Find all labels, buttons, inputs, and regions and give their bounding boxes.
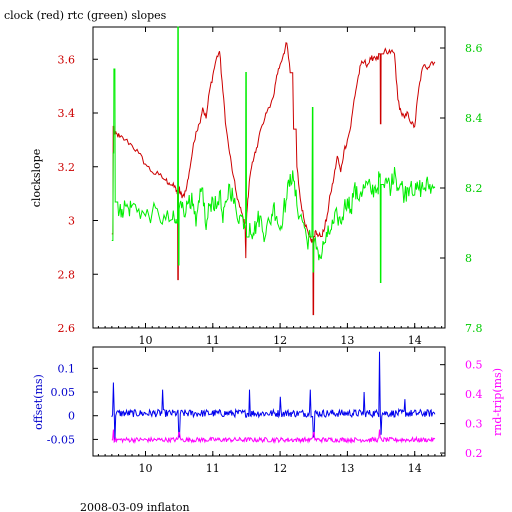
bottom-y-tick-label: 0.1 bbox=[58, 362, 76, 375]
bottom-x-tick-label: 11 bbox=[206, 462, 220, 475]
bottom-series-line-0 bbox=[111, 351, 436, 442]
top-plot-frame bbox=[92, 26, 446, 329]
top-x-tick-label: 11 bbox=[206, 334, 220, 347]
top-x-tick-label: 13 bbox=[340, 334, 354, 347]
bottom-x-tick-label: 12 bbox=[273, 462, 287, 475]
top-x-tick-label: 12 bbox=[273, 334, 287, 347]
top-series-line-1 bbox=[111, 26, 436, 283]
bottom-axes-group: 10 11 12 13 14 -0.05 0 0.05 0.1 0.2 0.3 0.4 0.5 bbox=[47, 347, 483, 475]
bottom-series-line-1 bbox=[111, 429, 436, 445]
bottom-x-tick-label: 13 bbox=[340, 462, 354, 475]
top-series-group bbox=[111, 26, 436, 316]
top-y2-tick-label: 8.2 bbox=[465, 182, 483, 195]
bottom-y2-tick-label: 0.5 bbox=[465, 359, 483, 372]
bottom-y-tick-label: 0.05 bbox=[51, 386, 76, 399]
top-y2-tick-label: 8.6 bbox=[465, 42, 483, 55]
top-y-tick-label: 3.4 bbox=[58, 107, 76, 120]
top-series-line-0 bbox=[111, 42, 436, 316]
bottom-y2-axis-label: rnd-trip(ms) bbox=[491, 368, 504, 436]
top-x-tick-label: 14 bbox=[408, 334, 422, 347]
bottom-series-group bbox=[111, 351, 436, 445]
bottom-plot-frame bbox=[92, 346, 446, 457]
top-x-tick-label: 10 bbox=[138, 334, 152, 347]
top-y-tick-label: 2.6 bbox=[58, 322, 76, 335]
top-y-axis-label: clockslope bbox=[30, 149, 43, 207]
top-y2-tick-label: 8.4 bbox=[465, 112, 483, 125]
top-y-tick-label: 3 bbox=[68, 215, 75, 228]
bottom-y-tick-label: 0 bbox=[68, 410, 75, 423]
top-y-tick-label: 3.2 bbox=[58, 161, 76, 174]
top-y2-tick-label: 8 bbox=[465, 252, 472, 265]
bottom-x-tick-label: 14 bbox=[408, 462, 422, 475]
chart-title: clock (red) rtc (green) slopes bbox=[4, 9, 167, 22]
top-panel: 10 11 12 13 142.62.833.23.43.67.888.28.48.6 … bbox=[30, 26, 483, 347]
bottom-y-axis-label: offset(ms) bbox=[32, 374, 45, 430]
footer-label: 2008-03-09 inflaton bbox=[80, 501, 190, 512]
bottom-y2-tick-label: 0.3 bbox=[465, 418, 483, 431]
top-y-tick-label: 3.6 bbox=[58, 53, 76, 66]
bottom-y2-tick-label: 0.4 bbox=[465, 388, 483, 401]
top-y-tick-label: 2.8 bbox=[58, 268, 76, 281]
top-axes-group: 10 11 12 13 14 2.6 2.8 3 3.2 3.4 3.6 7.8 8 8.2 8.4 8.6 bbox=[58, 27, 483, 347]
bottom-panel: 10 11 12 13 14 -0.05 0 0.05 0.1 0.2 0.3 0.4 0.5 offs… bbox=[32, 346, 504, 475]
bottom-x-tick-label: 10 bbox=[138, 462, 152, 475]
bottom-y2-tick-label: 0.2 bbox=[465, 447, 483, 460]
top-y2-tick-label: 7.8 bbox=[465, 322, 483, 335]
bottom-y-tick-label: -0.05 bbox=[47, 433, 75, 446]
